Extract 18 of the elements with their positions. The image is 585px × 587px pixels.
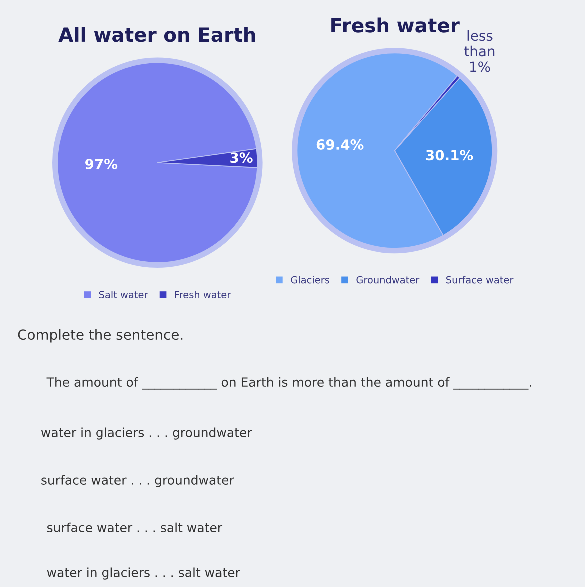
legend-label: Salt water: [99, 291, 148, 299]
text: water in glaciers . . . salt water: [47, 568, 240, 580]
text: surface water . . . groundwater: [42, 475, 234, 488]
data-label: 3%: [230, 152, 253, 164]
chart-title: Fresh water: [332, 18, 460, 33]
legend-label: Surface water: [446, 276, 514, 284]
data-label: 69.4%: [316, 140, 364, 150]
legend-label: Fresh water: [175, 291, 232, 299]
legend-label: Groundwater: [356, 276, 420, 284]
data-label: 30.1%: [426, 150, 474, 161]
data-label: less than 1%: [464, 30, 495, 72]
chart-title: All water on Earth: [58, 27, 256, 42]
legend-label: Glaciers: [291, 276, 330, 284]
data-label: 97%: [86, 158, 118, 170]
text: surface water . . . salt water: [47, 522, 223, 533]
text: Complete the sentence.: [18, 329, 183, 343]
text: water in glaciers . . . groundwater: [41, 428, 252, 440]
text: The amount of ____________ on Earth is more than the amount of ____________.: [46, 377, 532, 390]
